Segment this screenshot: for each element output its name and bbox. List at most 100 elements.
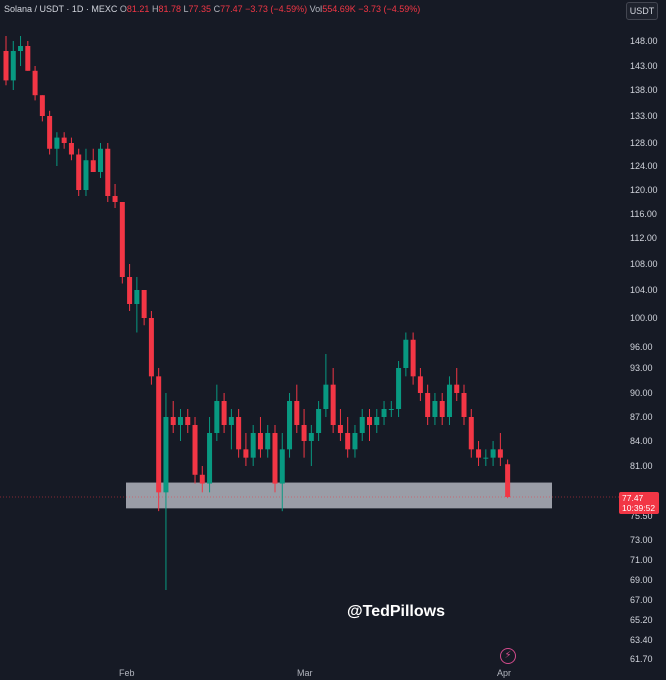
candle-body — [417, 376, 423, 393]
candle-body — [374, 417, 380, 425]
y-axis-tick-label: 143.00 — [630, 61, 658, 71]
candle-body — [127, 277, 133, 304]
candle-body — [192, 425, 198, 475]
y-axis-tick-label: 71.00 — [630, 555, 653, 565]
open-label: O — [119, 4, 127, 14]
candle-body — [345, 433, 351, 450]
y-axis-tick-label: 104.00 — [630, 285, 658, 295]
candle-body — [337, 425, 343, 433]
candle-body — [214, 401, 220, 433]
candle-body — [156, 376, 162, 493]
high-label: H — [151, 4, 159, 14]
candle-body — [359, 417, 365, 433]
candle-body — [330, 384, 336, 425]
candle-body — [25, 46, 31, 71]
candle-body — [367, 417, 372, 425]
candle-body — [98, 148, 104, 172]
flash-icon[interactable]: ⚡ — [500, 648, 516, 664]
candle-body — [505, 464, 511, 497]
y-axis-tick-label: 73.00 — [630, 535, 653, 545]
candle-body — [316, 409, 322, 433]
candle-body — [199, 474, 205, 484]
candle-body — [185, 417, 191, 425]
candle-body — [483, 457, 489, 459]
low-value: 77.35 — [188, 4, 212, 14]
change-value: −3.73 (−4.59%) — [245, 4, 308, 14]
candle-body — [112, 196, 118, 202]
candle-body — [388, 409, 394, 410]
candle-body — [432, 401, 438, 417]
candle-body — [177, 417, 183, 425]
candle-body — [294, 401, 300, 425]
watermark-text: @TedPillows — [347, 603, 445, 620]
y-axis-tick-label: 148.00 — [630, 36, 658, 46]
candle-body — [105, 148, 111, 196]
y-axis-tick-label: 81.00 — [630, 461, 653, 471]
x-axis-label: Apr — [497, 668, 511, 678]
x-axis-label: Feb — [119, 668, 135, 678]
y-axis-tick-label: 75.50 — [630, 511, 653, 521]
candle-body — [468, 417, 474, 450]
candle-body — [287, 401, 293, 450]
y-axis-tick-label: 108.00 — [630, 259, 658, 269]
candle-body — [446, 384, 452, 417]
candle-body — [301, 425, 307, 441]
candle-body — [141, 290, 147, 318]
candle-body — [410, 339, 416, 377]
candle-body — [497, 449, 503, 458]
y-axis-tick-label: 67.00 — [630, 595, 653, 605]
candle-body — [163, 417, 169, 493]
candle-body — [228, 417, 234, 425]
volume-change: −3.73 (−4.59%) — [358, 4, 421, 14]
candle-body — [3, 51, 9, 81]
y-axis-tick-label: 69.00 — [630, 575, 653, 585]
candle-body — [454, 384, 460, 393]
candle-body — [381, 409, 387, 417]
candle-body — [18, 46, 24, 51]
candle-body — [272, 433, 278, 484]
last-price-tag: 77.47 10:39:52 — [619, 492, 659, 514]
volume-value: 554.69K — [322, 4, 356, 14]
candle-body — [439, 401, 445, 417]
y-axis-tick-label: 128.00 — [630, 138, 658, 148]
y-axis-tick-label: 120.00 — [630, 185, 658, 195]
y-axis-tick-label: 124.00 — [630, 161, 658, 171]
candle-body — [61, 137, 67, 143]
y-axis-tick-label: 61.70 — [630, 654, 653, 664]
volume-label: Vol — [309, 4, 323, 14]
candle-body — [134, 290, 140, 304]
candle-body — [76, 154, 82, 190]
candle-body — [265, 433, 271, 450]
symbol-header: Solana / USDT · 1D · MEXC O81.21 H81.78 … — [0, 0, 604, 18]
candle-body — [425, 393, 431, 417]
candle-body — [352, 433, 358, 450]
candle-body — [32, 70, 38, 96]
x-axis-label: Mar — [297, 668, 313, 678]
currency-button[interactable]: USDT — [626, 2, 658, 20]
last-price-value: 77.47 — [622, 493, 644, 503]
candle-body — [54, 137, 60, 149]
y-axis-tick-label: 87.00 — [630, 412, 653, 422]
y-axis-tick-label: 96.00 — [630, 342, 653, 352]
y-axis-tick-label: 112.00 — [630, 233, 657, 243]
y-axis-tick-label: 100.00 — [630, 313, 658, 323]
open-value: 81.21 — [126, 4, 150, 14]
candle-body — [461, 393, 467, 417]
candle-body — [279, 449, 285, 484]
candle-body — [170, 417, 176, 425]
candle-body — [221, 401, 227, 425]
candle-body — [490, 449, 496, 458]
candle-body — [396, 368, 402, 409]
y-axis-tick-label: 93.00 — [630, 363, 653, 373]
candle-body — [250, 433, 256, 458]
candle-body — [148, 318, 154, 377]
close-label: C — [213, 4, 221, 14]
low-label: L — [183, 4, 189, 14]
candle-body — [10, 51, 16, 81]
y-axis-tick-label: 90.00 — [630, 388, 653, 398]
candle-body — [243, 449, 249, 458]
symbol-name: Solana / USDT · 1D · MEXC — [4, 4, 118, 14]
candle-body — [236, 417, 242, 450]
candle-body — [308, 433, 314, 441]
